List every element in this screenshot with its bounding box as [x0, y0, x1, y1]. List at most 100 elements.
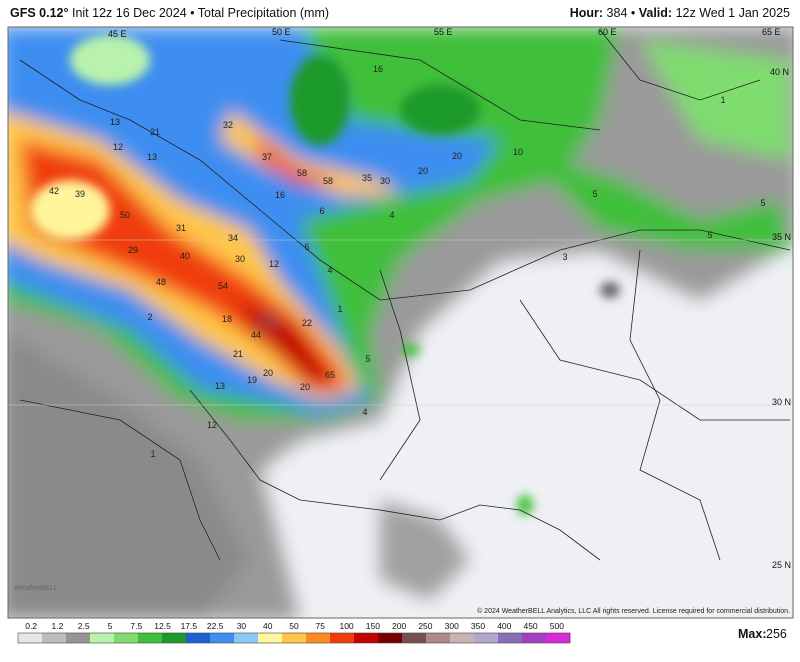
grid-label: 45 E [108, 29, 127, 39]
colorbar-label: 17.5 [181, 621, 198, 631]
map-value: 50 [120, 210, 130, 220]
map-value: 20 [418, 166, 428, 176]
colorbar-cell [522, 633, 547, 643]
colorbar-cell [330, 633, 355, 643]
colorbar-label: 300 [445, 621, 459, 631]
graticule [8, 239, 793, 406]
map-value: 4 [327, 265, 332, 275]
colorbar-cell [66, 633, 91, 643]
map-value: 34 [228, 233, 238, 243]
colorbar-cell [90, 633, 115, 643]
header-left: GFS 0.12° Init 12z 16 Dec 2024 • Total P… [10, 6, 329, 20]
map-value: 1 [720, 95, 725, 105]
map-value: 58 [323, 176, 333, 186]
map-value: 42 [49, 186, 59, 196]
header-right: Hour: 384 • Valid: 12z Wed 1 Jan 2025 [570, 6, 790, 20]
colorbar-cell [258, 633, 283, 643]
map-value: 1 [150, 449, 155, 459]
grid-label: 65 E [762, 27, 781, 37]
map-value: 48 [156, 277, 166, 287]
map-value: 37 [262, 152, 272, 162]
map [8, 27, 793, 618]
map-value: 22 [302, 318, 312, 328]
colorbar-cell [210, 633, 235, 643]
colorbar-cell [234, 633, 259, 643]
map-value: 1 [337, 304, 342, 314]
colorbar-frame [17, 632, 571, 644]
map-value: 20 [300, 382, 310, 392]
logo: WeatherBELL [14, 585, 58, 592]
max: 256 [766, 627, 787, 641]
map-frame [7, 26, 794, 619]
colorbar-cell [426, 633, 451, 643]
grid-label: 35 N [772, 232, 791, 242]
map-value: 30 [235, 254, 245, 264]
grid-label: 25 N [772, 560, 791, 570]
grid-label: 60 E [598, 27, 617, 37]
map-value: 10 [513, 147, 523, 157]
colorbar-cell [138, 633, 163, 643]
colorbar-label: 0.2 [25, 621, 37, 631]
colorbar-label: 30 [237, 621, 247, 631]
colorbar-label: 5 [108, 621, 113, 631]
map-value: 16 [275, 190, 285, 200]
colorbar-label: 150 [366, 621, 380, 631]
hour-label: Hour: [570, 6, 603, 20]
map-value: 31 [176, 223, 186, 233]
grid-label: 50 E [272, 27, 291, 37]
map-value: 4 [389, 210, 394, 220]
colorbar-cell [282, 633, 307, 643]
map-value: 5 [592, 189, 597, 199]
map-value: 13 [110, 117, 120, 127]
map-value: 19 [247, 375, 257, 385]
map-value: 39 [75, 189, 85, 199]
colorbar-cell [42, 633, 67, 643]
map-value: 30 [380, 176, 390, 186]
map-value: 54 [218, 281, 228, 291]
map-value: 65 [325, 370, 335, 380]
colorbar-label: 200 [392, 621, 406, 631]
borders [19, 29, 791, 561]
map-value: 20 [263, 368, 273, 378]
map-value: 13 [215, 381, 225, 391]
colorbar-label: 22.5 [207, 621, 224, 631]
colorbar-cell [402, 633, 427, 643]
colorbar-label: 500 [550, 621, 564, 631]
map-value: 16 [373, 64, 383, 74]
colorbar-cell [546, 633, 571, 643]
colorbar-label: 7.5 [130, 621, 142, 631]
map-value: 5 [365, 354, 370, 364]
valid-label: Valid: [639, 6, 672, 20]
colorbar-cell [450, 633, 475, 643]
map-value: 12 [207, 420, 217, 430]
colorbar-cell [498, 633, 523, 643]
colorbar-cell [354, 633, 379, 643]
precip-detail [30, 35, 620, 515]
map-value: 12 [269, 259, 279, 269]
max-label: Max: [738, 627, 766, 641]
colorbar-label: 400 [497, 621, 511, 631]
map-value: 2 [147, 312, 152, 322]
copyright: © 2024 WeatherBELL Analytics, LLC All ri… [477, 607, 790, 615]
map-value: 29 [128, 245, 138, 255]
grid-label: 55 E [434, 27, 453, 37]
colorbar-label: 75 [316, 621, 326, 631]
colorbar-label: 12.5 [154, 621, 171, 631]
map-value: 40 [180, 251, 190, 261]
model: GFS 0.12° [10, 6, 69, 20]
info: Init 12z 16 Dec 2024 • Total Precipitati… [72, 6, 329, 20]
map-value: 5 [760, 198, 765, 208]
colorbar-label: 40 [263, 621, 273, 631]
colorbar-cell [114, 633, 139, 643]
map-value: 13 [147, 152, 157, 162]
map-value: 6 [319, 206, 324, 216]
map-value: 6 [304, 242, 309, 252]
map-value: 32 [223, 120, 233, 130]
map-value: 21 [150, 127, 160, 137]
colorbar-cell [306, 633, 331, 643]
colorbar-cell [186, 633, 211, 643]
colorbar-label: 2.5 [78, 621, 90, 631]
grid-label: 30 N [772, 397, 791, 407]
colorbar-label: 1.2 [52, 621, 64, 631]
